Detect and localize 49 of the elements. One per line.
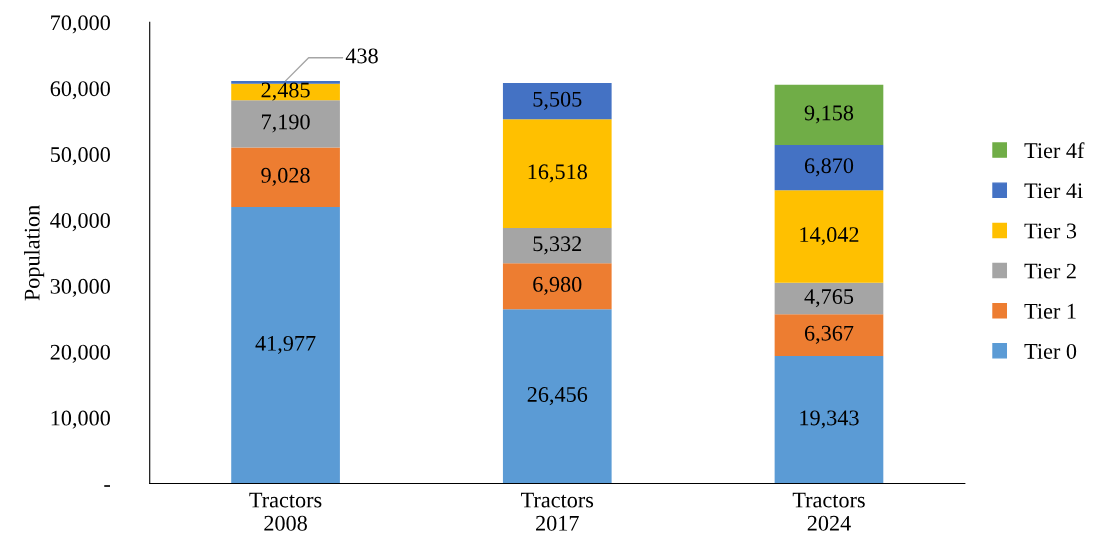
data-label: 438 [345, 48, 378, 64]
data-label: 41,977 [255, 335, 316, 355]
bar [502, 263, 612, 310]
data-label: 4,765 [804, 289, 854, 308]
y-tick-label: 40,000 [50, 212, 110, 232]
bar [774, 314, 884, 357]
data-label: 7,190 [262, 114, 310, 133]
data-label: 16,518 [528, 164, 587, 183]
y-tick-label: 30,000 [50, 278, 110, 298]
data-label: 6,980 [533, 276, 582, 295]
legend-label: Tier 1 [1024, 303, 1076, 319]
x-tick-label: Tractors 2024 [792, 492, 865, 531]
bar [231, 80, 340, 84]
data-label: 6,870 [804, 158, 854, 177]
data-label: 5,332 [533, 236, 582, 255]
y-tick-label: 60,000 [50, 81, 110, 100]
data-label: 5,505 [533, 91, 582, 110]
y-tick-label: 10,000 [51, 410, 110, 429]
data-label: 14,042 [800, 227, 859, 246]
legend-label: Tier 2 [1024, 263, 1076, 279]
data-label: 2,485 [261, 82, 310, 101]
bar [774, 84, 884, 145]
data-label: 6,367 [804, 325, 854, 344]
data-label: 9,028 [261, 167, 310, 186]
legend-label: Tier 0 [1024, 343, 1077, 359]
data-label: 9,158 [804, 105, 854, 124]
bar [774, 356, 884, 484]
bar [774, 144, 884, 191]
y-tick-label: 20,000 [50, 344, 110, 363]
data-label: 19,343 [800, 410, 859, 429]
bar [502, 119, 612, 229]
data-label: 26,456 [527, 387, 588, 406]
y-tick-label: 50,000 [51, 147, 110, 166]
y-tick-label: - [104, 485, 111, 487]
bar [231, 147, 340, 207]
x-tick-label: Tractors 2017 [521, 492, 594, 531]
y-axis-title: Population [24, 205, 45, 301]
legend-label: Tier 4f [1024, 142, 1085, 159]
legend-label: Tier 4i [1024, 183, 1083, 199]
x-tick-label: Tractors 2008 [249, 492, 322, 531]
bar [231, 206, 340, 484]
bar [774, 282, 884, 315]
legend-label: Tier 3 [1024, 223, 1077, 239]
bar [774, 190, 884, 283]
y-tick-label: 70,000 [51, 15, 110, 34]
bar [502, 228, 612, 264]
bar [502, 83, 612, 120]
bar [502, 309, 612, 484]
bar [231, 100, 340, 148]
